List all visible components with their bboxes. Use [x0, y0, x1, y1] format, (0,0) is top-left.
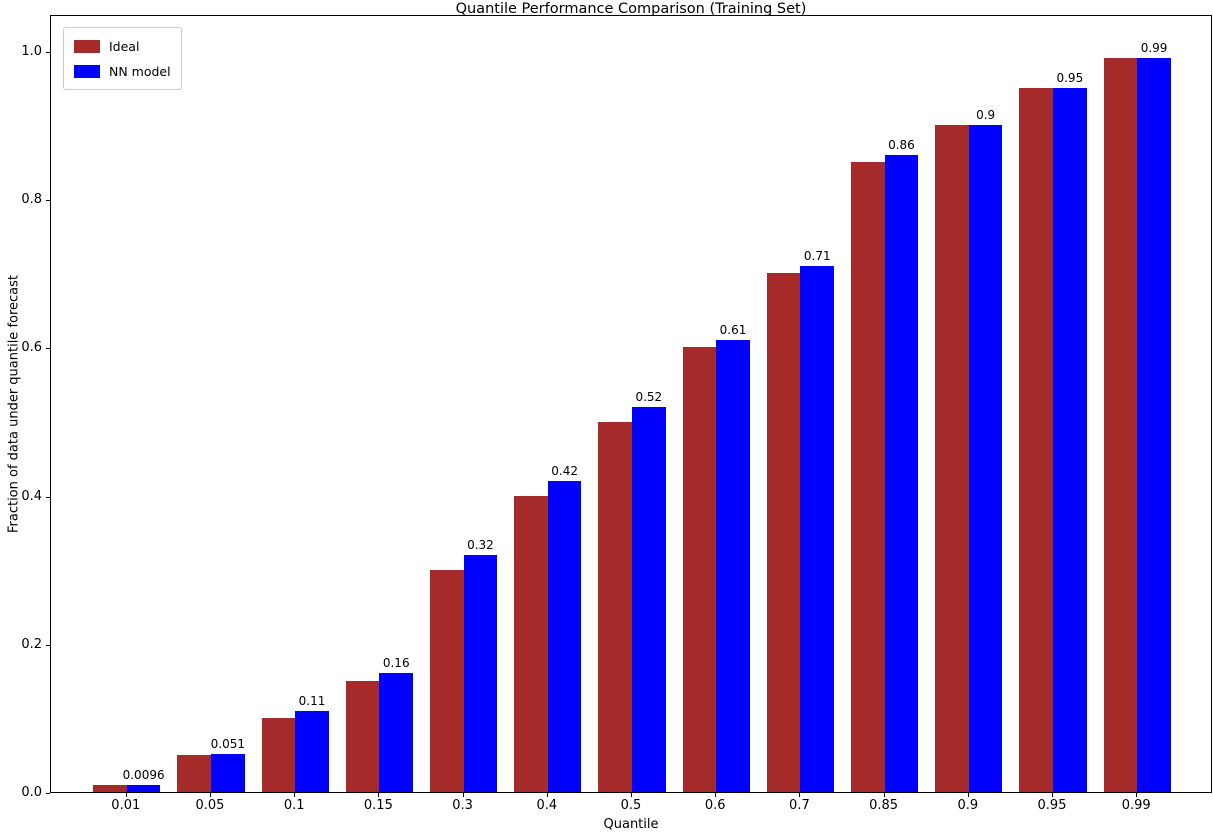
legend-item: NN model: [74, 61, 171, 81]
y-tick-label: 1.0: [21, 44, 42, 60]
y-tick-mark: [46, 200, 50, 202]
y-tick-label: 0.6: [21, 340, 42, 356]
bar-value-label: 0.051: [210, 737, 245, 752]
bar-value-label: 0.71: [803, 248, 831, 263]
x-tick-mark: [378, 793, 380, 797]
y-tick-label: 0.4: [21, 488, 42, 504]
legend-swatch: [74, 39, 100, 53]
bar-value-label: 0.42: [551, 463, 578, 478]
bar-nn-model: [716, 340, 750, 792]
bar-ideal: [514, 495, 548, 792]
bar-nn-model: [1053, 88, 1087, 792]
bar-value-label: 0.99: [1140, 41, 1168, 56]
x-tick-mark: [799, 793, 801, 797]
bar-value-label: 0.95: [1056, 71, 1084, 86]
bar-value-label: 0.9: [976, 108, 996, 123]
bar-value-label: 0.16: [382, 656, 410, 671]
y-tick-mark: [46, 644, 50, 646]
legend-label: Ideal: [109, 38, 140, 54]
bar-ideal: [1103, 58, 1138, 792]
bar-ideal: [345, 680, 380, 792]
x-tick-label: 0.3: [452, 798, 473, 813]
bar-nn-model: [210, 754, 245, 792]
x-tick-mark: [715, 793, 717, 797]
y-tick-mark: [46, 52, 50, 54]
x-axis-label: Quantile: [603, 817, 659, 832]
bar-ideal: [850, 162, 885, 792]
x-tick-mark: [967, 793, 969, 797]
x-tick-mark: [883, 793, 885, 797]
x-tick-label: 0.4: [536, 798, 558, 813]
bar-ideal: [682, 347, 717, 792]
bar-ideal: [935, 125, 969, 792]
x-tick-mark: [1052, 793, 1053, 797]
y-tick-mark: [46, 496, 50, 498]
x-tick-mark: [125, 793, 127, 797]
x-tick-label: 0.1: [283, 798, 305, 813]
bar-ideal: [429, 569, 464, 792]
x-tick-label: 0.6: [704, 798, 726, 813]
x-tick-label: 0.15: [363, 798, 393, 813]
bar-value-label: 0.86: [888, 137, 915, 152]
y-tick-label: 0.8: [21, 192, 42, 208]
bar-ideal: [93, 784, 127, 792]
bar-ideal: [766, 273, 801, 792]
chart-title: Quantile Performance Comparison (Trainin…: [455, 1, 807, 17]
x-tick-mark: [546, 793, 548, 797]
x-tick-label: 0.5: [620, 798, 642, 813]
bar-nn-model: [632, 406, 666, 792]
y-tick-mark: [46, 348, 50, 350]
bar-nn-model: [547, 480, 582, 792]
bar-value-label: 0.0096: [122, 767, 165, 782]
x-tick-label: 0.95: [1037, 798, 1067, 813]
y-tick-label: 0.0: [21, 785, 42, 800]
bar-ideal: [261, 717, 296, 792]
x-tick-mark: [294, 793, 296, 797]
legend: Ideal NN model: [63, 27, 182, 90]
bar-nn-model: [379, 673, 414, 792]
y-tick-mark: [46, 793, 50, 794]
legend-label: NN model: [109, 63, 171, 79]
bar-value-label: 0.52: [635, 389, 663, 404]
bar-nn-model: [968, 125, 1003, 792]
x-tick-mark: [631, 793, 632, 797]
x-tick-label: 0.7: [789, 798, 810, 813]
bar-ideal: [177, 754, 211, 792]
y-tick-label: 0.2: [21, 636, 42, 652]
x-tick-mark: [462, 793, 464, 797]
bar-nn-model: [463, 554, 498, 792]
legend-swatch: [74, 64, 100, 78]
bar-value-label: 0.61: [719, 323, 747, 338]
x-tick-mark: [209, 793, 211, 797]
x-tick-label: 0.05: [195, 798, 225, 813]
bar-nn-model: [884, 154, 919, 792]
bar-nn-model: [800, 265, 835, 792]
legend-item: Ideal: [74, 36, 171, 56]
x-tick-mark: [1136, 793, 1138, 797]
bar-value-label: 0.11: [298, 693, 326, 708]
x-tick-label: 0.01: [111, 798, 141, 813]
bar-nn-model: [126, 784, 161, 792]
bar-value-label: 0.32: [467, 537, 494, 552]
bar-ideal: [598, 421, 632, 792]
bar-nn-model: [1137, 58, 1171, 792]
plot-area: 0.0096 0.051 0.11 0.16 0.32 0.42 0.52 0.61 0.71 0…: [50, 15, 1212, 793]
x-tick-label: 0.9: [957, 798, 979, 813]
bar-nn-model: [295, 710, 329, 792]
bar-ideal: [1019, 88, 1053, 792]
x-tick-label: 0.85: [869, 798, 899, 813]
x-tick-label: 0.99: [1121, 798, 1151, 813]
